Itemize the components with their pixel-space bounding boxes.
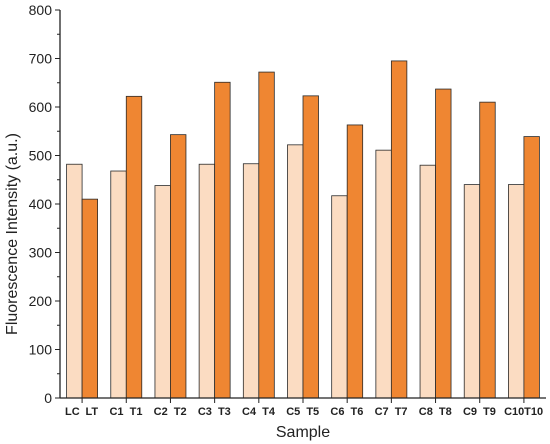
x-tick-label-C7: C7 [375, 406, 389, 418]
x-tick-label-LC: LC [65, 406, 80, 418]
bar-T3 [214, 81, 231, 399]
y-axis-title: Fluorescence Intensity (a.u.) [4, 133, 21, 335]
x-tick-label-C9: C9 [463, 406, 477, 418]
bar-LT [81, 198, 98, 399]
y-tick-label: 800 [29, 2, 53, 18]
bar-C3 [198, 163, 216, 399]
x-tick-label-T3: T3 [218, 406, 231, 418]
bar-T8 [435, 88, 452, 399]
x-tick-label-T9: T9 [483, 406, 496, 418]
y-tick-label: 200 [29, 293, 53, 309]
bar-T6 [346, 124, 364, 399]
x-tick-label-C6: C6 [330, 406, 344, 418]
x-tick-label-LT: LT [86, 406, 99, 418]
y-tick-label: 300 [29, 245, 53, 261]
x-tick-label-C3: C3 [198, 406, 212, 418]
y-tick-label: 600 [29, 99, 53, 115]
bar-T10 [523, 136, 540, 399]
x-tick-label-T10: T10 [524, 406, 543, 418]
x-tick-label-C5: C5 [286, 406, 300, 418]
x-tick-label-T7: T7 [395, 406, 408, 418]
bar-C7 [375, 149, 392, 399]
bar-C10 [508, 184, 525, 399]
bar-C4 [242, 163, 260, 399]
x-tick-label-T2: T2 [174, 406, 187, 418]
y-tick-label: 400 [29, 196, 53, 212]
bar-LC [66, 163, 83, 399]
bar-T2 [170, 134, 187, 399]
x-tick-label-C8: C8 [419, 406, 433, 418]
bar-T1 [125, 95, 143, 399]
bar-T4 [258, 71, 275, 399]
y-tick-label: 0 [44, 390, 52, 406]
x-tick-label-T8: T8 [439, 406, 452, 418]
y-tick-label: 500 [29, 148, 53, 164]
x-tick-label-C2: C2 [154, 406, 168, 418]
bar-C5 [287, 144, 304, 399]
x-axis-title: Sample [276, 424, 330, 441]
x-tick-label-C1: C1 [109, 406, 123, 418]
bar-C6 [331, 195, 348, 399]
bar-T5 [302, 95, 319, 399]
plot-area: 0 100 200 300 400 500 600 700 800 LC LT C1 T1 C2 T2 C3 T… [29, 2, 546, 418]
bar-C9 [463, 184, 481, 399]
x-tick-label-C10: C10 [504, 406, 524, 418]
x-tick-label-C4: C4 [242, 406, 257, 418]
x-tick-label-T1: T1 [130, 406, 143, 418]
bar-T9 [479, 101, 496, 399]
bar-T7 [390, 60, 408, 399]
bar-C1 [110, 170, 127, 399]
bar-C2 [154, 185, 171, 399]
x-tick-label-T5: T5 [306, 406, 319, 418]
y-tick-label: 100 [29, 342, 53, 358]
x-tick-label-T4: T4 [262, 406, 276, 418]
y-tick-label: 700 [29, 51, 53, 67]
bar-C8 [419, 164, 436, 399]
x-tick-label-T6: T6 [351, 406, 364, 418]
